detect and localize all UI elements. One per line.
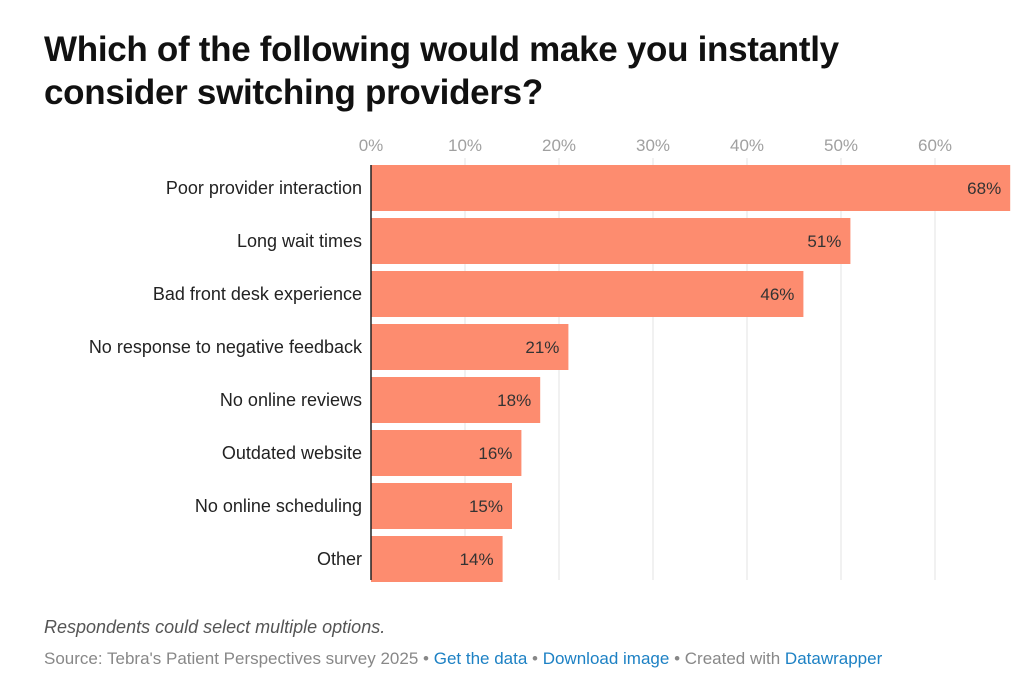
data-label: 68% bbox=[967, 179, 1001, 198]
data-label: 14% bbox=[460, 550, 494, 569]
x-tick-label: 60% bbox=[918, 136, 952, 155]
category-label: Other bbox=[317, 549, 362, 569]
separator: • bbox=[418, 649, 434, 668]
data-label: 16% bbox=[478, 444, 512, 463]
bar bbox=[371, 483, 512, 529]
category-label: No response to negative feedback bbox=[89, 337, 363, 357]
data-label: 21% bbox=[525, 338, 559, 357]
chart-source: Source: Tebra's Patient Perspectives sur… bbox=[44, 649, 882, 669]
get-data-link[interactable]: Get the data bbox=[433, 649, 528, 668]
category-label: No online reviews bbox=[220, 390, 362, 410]
x-tick-label: 30% bbox=[636, 136, 670, 155]
x-tick-label: 0% bbox=[359, 136, 384, 155]
x-tick-label: 40% bbox=[730, 136, 764, 155]
bar bbox=[371, 430, 522, 476]
x-tick-label: 10% bbox=[448, 136, 482, 155]
data-label: 18% bbox=[497, 391, 531, 410]
category-label: Bad front desk experience bbox=[153, 284, 362, 304]
x-tick-label: 20% bbox=[542, 136, 576, 155]
chart-title: Which of the following would make you in… bbox=[44, 30, 839, 112]
download-image-link[interactable]: Download image bbox=[542, 649, 670, 668]
bar bbox=[371, 218, 851, 264]
category-label: Outdated website bbox=[222, 443, 362, 463]
bar bbox=[371, 271, 804, 317]
source-text: Source: Tebra's Patient Perspectives sur… bbox=[44, 649, 419, 668]
bar bbox=[371, 536, 503, 582]
chart-note: Respondents could select multiple option… bbox=[44, 617, 386, 637]
category-label: Poor provider interaction bbox=[166, 178, 362, 198]
separator: • bbox=[527, 649, 543, 668]
category-label: No online scheduling bbox=[195, 496, 362, 516]
bar bbox=[371, 377, 541, 423]
datawrapper-link[interactable]: Datawrapper bbox=[784, 649, 883, 668]
data-label: 15% bbox=[469, 497, 503, 516]
bar bbox=[371, 324, 569, 370]
x-tick-label: 50% bbox=[824, 136, 858, 155]
separator: • bbox=[669, 649, 685, 668]
data-label: 46% bbox=[760, 285, 794, 304]
data-label: 51% bbox=[807, 232, 841, 251]
created-with-text: Created with bbox=[684, 649, 781, 668]
category-label: Long wait times bbox=[237, 231, 362, 251]
bar bbox=[371, 165, 1011, 211]
